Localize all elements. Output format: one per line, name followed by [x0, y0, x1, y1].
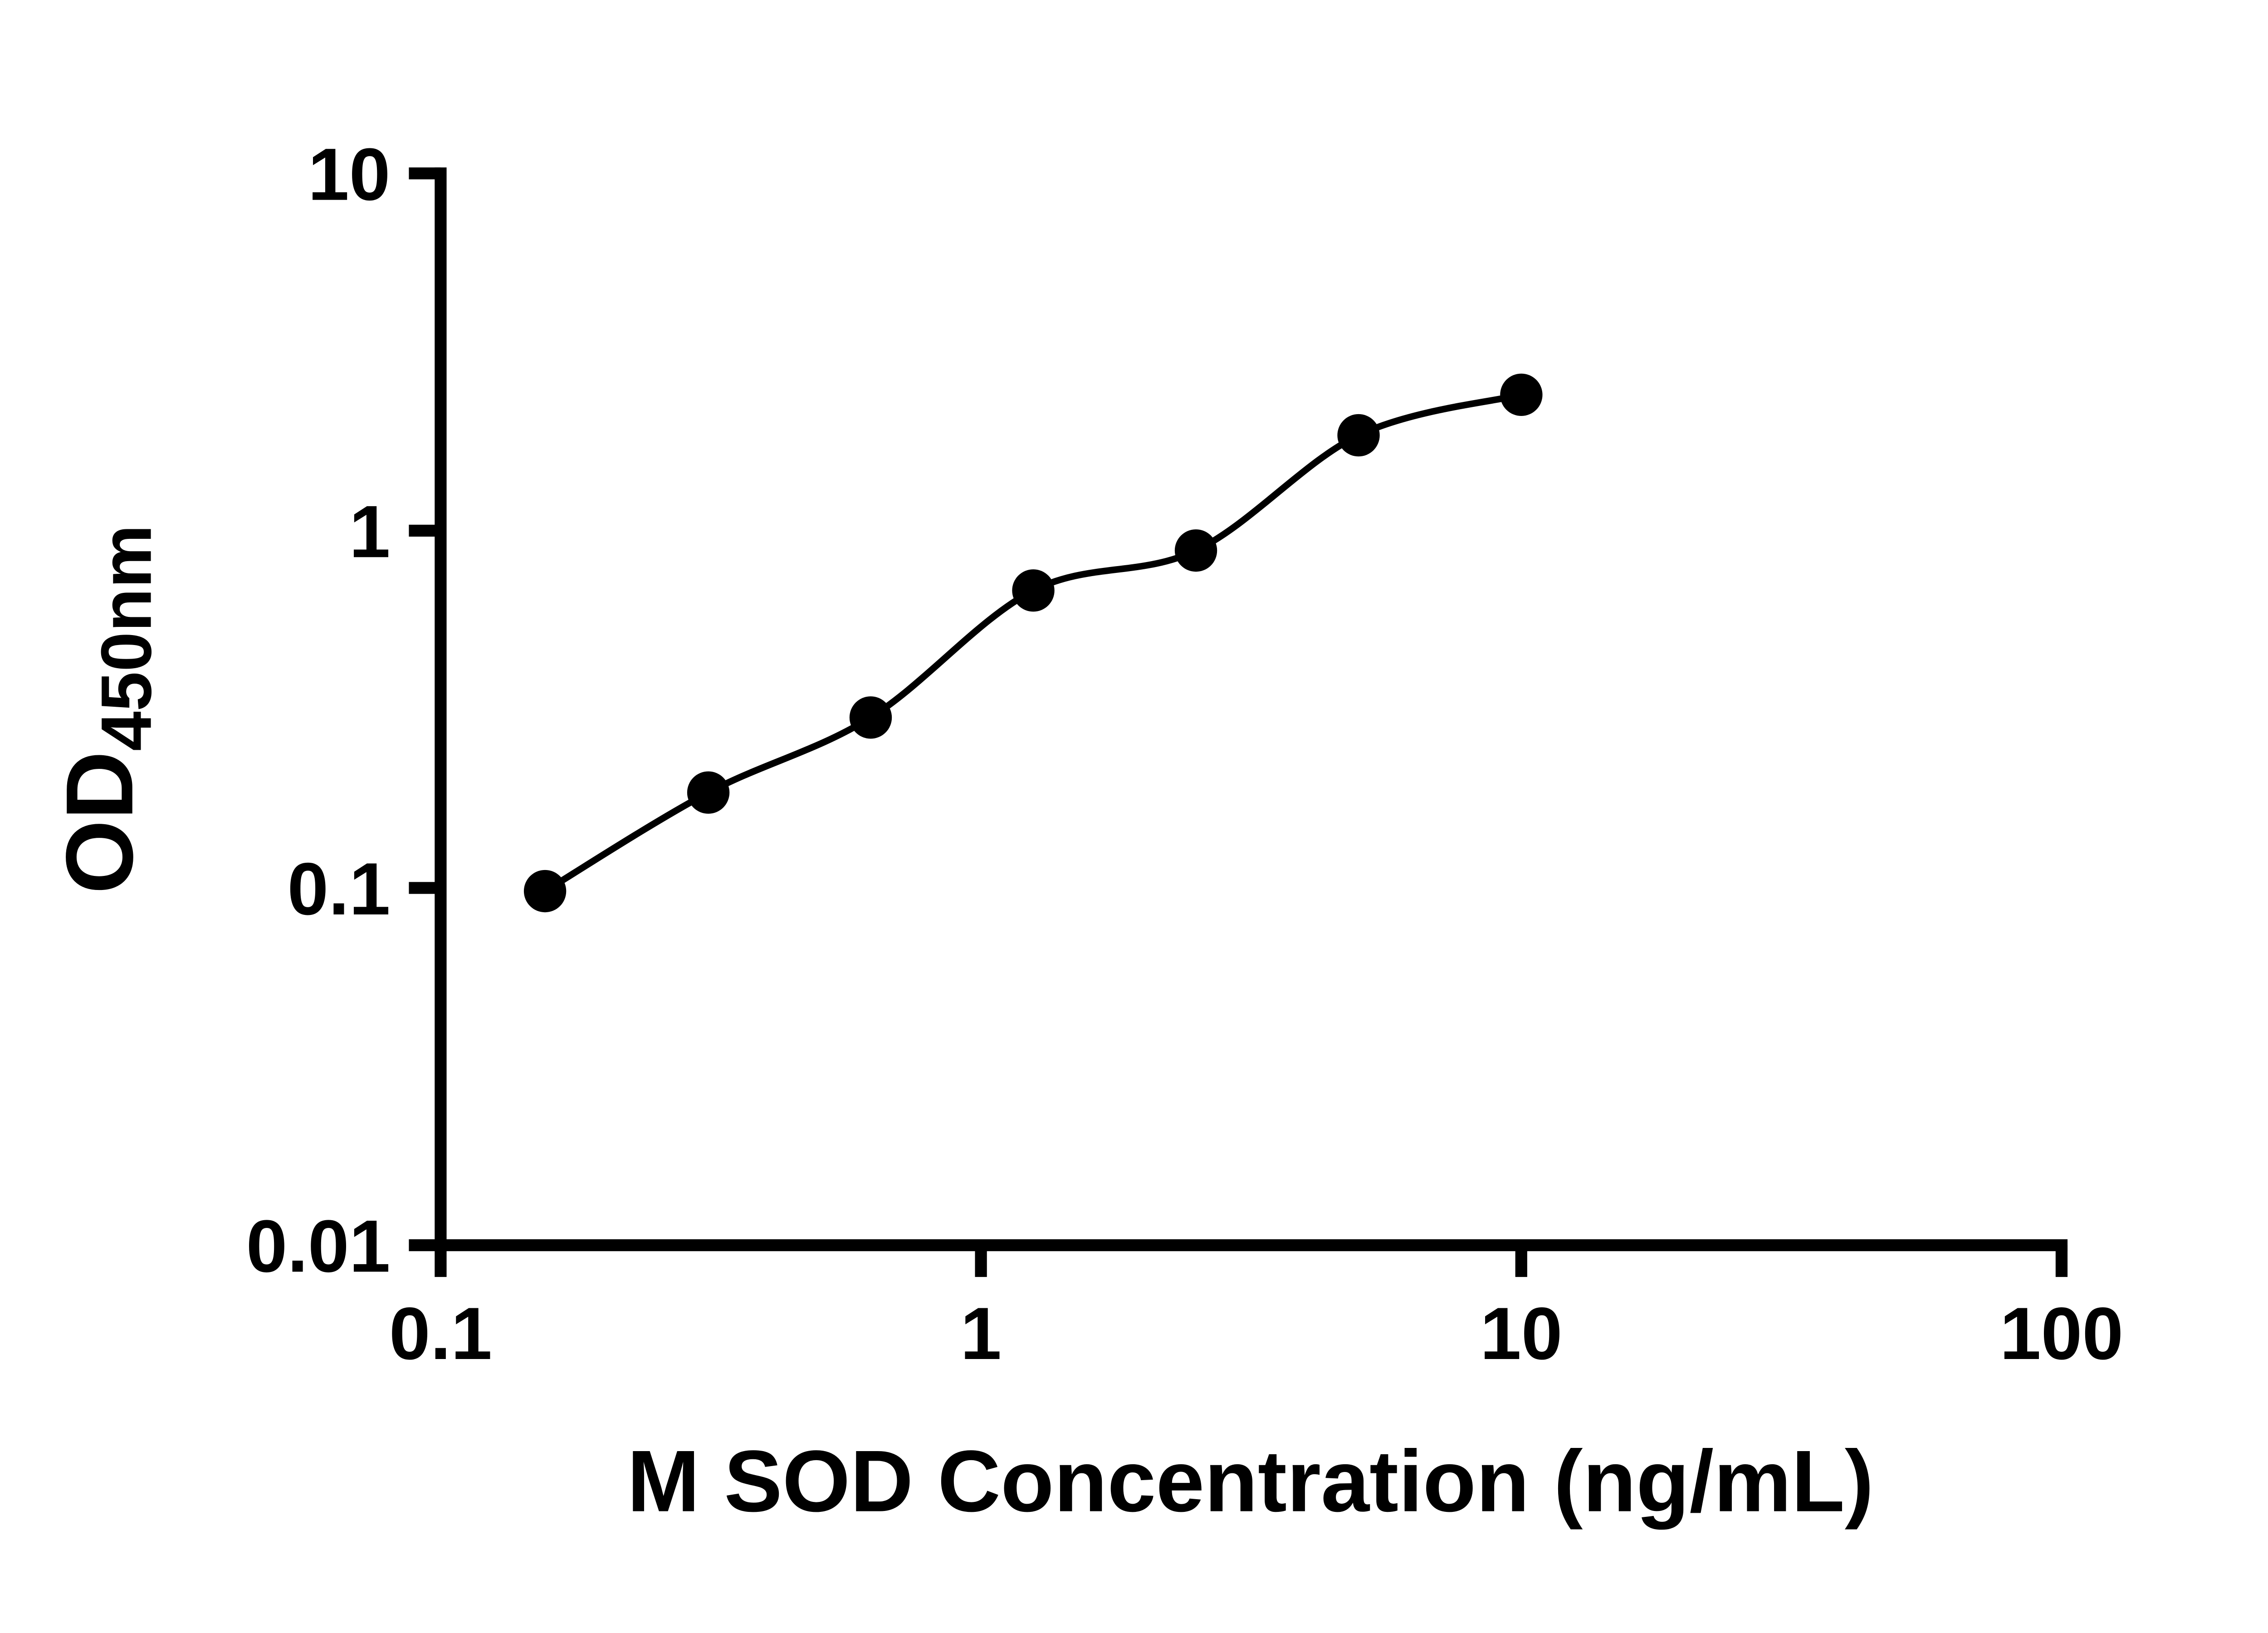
- x-axis-title: M SOD Concentration (ng/mL): [627, 1433, 1874, 1530]
- data-point: [1337, 414, 1380, 457]
- x-tick-label: 1: [960, 1292, 1002, 1375]
- y-tick-label: 0.1: [287, 847, 390, 930]
- data-point: [687, 771, 730, 814]
- y-axis-title-subscript: 450nm: [87, 525, 166, 751]
- data-points-layer: [523, 373, 1543, 913]
- x-tick-label: 0.1: [389, 1292, 492, 1375]
- data-point: [523, 870, 567, 913]
- x-tick-label: 100: [2000, 1292, 2124, 1375]
- fit-curve-layer: [543, 391, 1522, 894]
- y-axis-title-main: OD: [46, 751, 153, 894]
- data-point: [1174, 529, 1217, 572]
- y-tick-label: 10: [308, 133, 391, 216]
- fit-curve: [543, 391, 1522, 894]
- axis-spines: [435, 167, 2068, 1252]
- tick-marks-layer: [409, 167, 2068, 1277]
- y-axis-title: OD450nm: [46, 525, 166, 894]
- x-tick-label: 10: [1480, 1292, 1563, 1375]
- data-point: [1012, 569, 1055, 612]
- y-tick-label: 0.01: [246, 1205, 391, 1288]
- data-point: [1500, 373, 1543, 416]
- y-tick-label: 1: [349, 490, 391, 573]
- data-point: [849, 696, 892, 739]
- axes-layer: [435, 167, 2068, 1252]
